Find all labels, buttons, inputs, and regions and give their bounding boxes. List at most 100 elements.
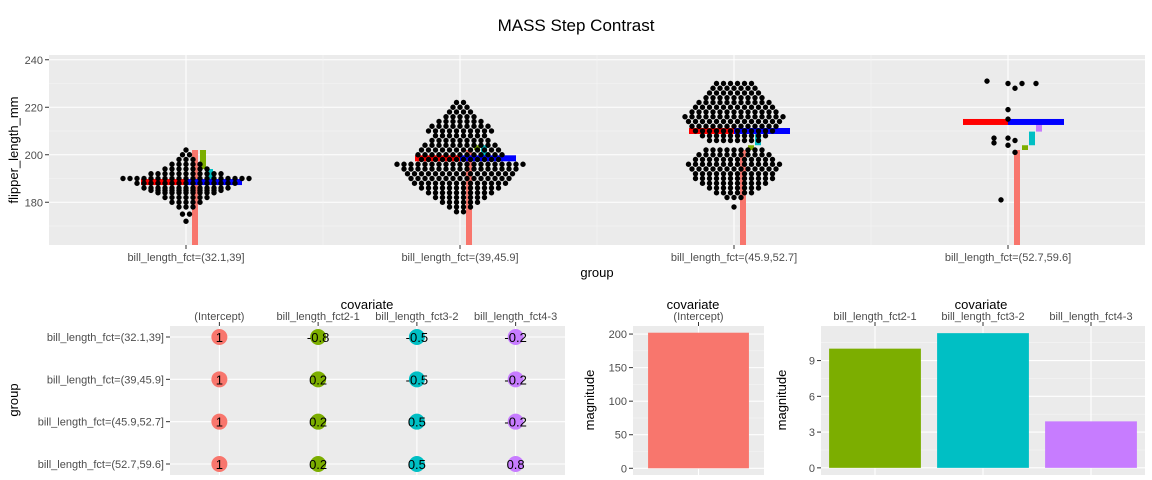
data-point [464, 123, 470, 129]
data-point [752, 114, 758, 120]
data-point [436, 161, 442, 167]
data-point [443, 114, 449, 120]
data-point [710, 99, 716, 106]
data-point [204, 171, 210, 177]
data-point [443, 166, 449, 172]
data-point [759, 152, 765, 158]
data-point [418, 147, 425, 153]
data-point [720, 156, 727, 163]
data-point [450, 123, 456, 129]
data-point [717, 147, 723, 153]
data-point [752, 109, 758, 115]
data-point [446, 156, 453, 163]
data-point [727, 180, 734, 186]
data-point [169, 175, 175, 182]
data-point [495, 171, 502, 177]
data-point [520, 161, 526, 167]
data-point [713, 185, 720, 191]
data-point [429, 142, 435, 148]
data-point [453, 147, 460, 153]
data-point [162, 194, 168, 201]
data-point [481, 190, 488, 196]
data-point [1012, 85, 1018, 91]
top-y-axis-title: flipper_length_mm [6, 97, 21, 204]
data-point [457, 104, 463, 110]
data-point [724, 109, 730, 115]
data-point [748, 156, 755, 163]
data-point [703, 166, 709, 172]
data-point [446, 147, 453, 153]
data-point [453, 185, 460, 191]
data-point [432, 147, 439, 153]
data-point [752, 152, 758, 158]
data-point [488, 128, 495, 134]
data-point [464, 114, 470, 120]
data-point [211, 171, 217, 177]
data-point [706, 185, 713, 191]
data-point [720, 190, 727, 196]
data-point [443, 152, 449, 158]
data-point [713, 156, 720, 163]
data-point [176, 175, 182, 182]
data-point [724, 194, 730, 201]
data-point [713, 175, 720, 182]
group-mean-right [1008, 118, 1064, 125]
data-point [991, 135, 997, 141]
data-point [204, 180, 210, 186]
data-point [710, 123, 716, 129]
data-point [734, 104, 741, 110]
data-point [710, 114, 716, 120]
data-point [738, 194, 744, 201]
data-point [692, 128, 699, 134]
step-contrast-segment [207, 169, 213, 183]
data-point [453, 171, 460, 177]
matrix-cell-label: 0.2 [309, 372, 327, 387]
data-point [727, 133, 734, 139]
data-point [429, 137, 435, 144]
data-point [446, 194, 453, 201]
group-mean-left [963, 118, 1008, 125]
data-point [769, 175, 776, 182]
data-point [204, 175, 210, 182]
matrix-cell-label: -0.2 [504, 330, 526, 345]
data-point [741, 171, 748, 177]
data-point [186, 152, 193, 158]
data-point [727, 156, 734, 163]
data-point [762, 156, 769, 163]
data-point [776, 161, 783, 167]
data-point [727, 171, 734, 177]
matrix-cell-label: 1 [216, 330, 223, 345]
data-point [169, 185, 175, 191]
data-point [692, 156, 699, 163]
data-point [769, 118, 776, 125]
data-point [724, 99, 730, 106]
data-point [460, 147, 467, 153]
data-point [471, 161, 477, 167]
data-point [755, 104, 762, 110]
data-point [769, 104, 776, 110]
data-point [450, 175, 456, 182]
matrix-cell-dot [310, 371, 327, 388]
data-point [460, 171, 467, 177]
data-point [436, 137, 442, 144]
data-point [169, 166, 175, 172]
data-point [176, 171, 182, 177]
data-point [418, 185, 425, 191]
data-point [773, 114, 779, 120]
data-point [232, 180, 238, 186]
contrast-category-label: bill_length_fct4-3 [1049, 311, 1132, 323]
matrix-cell-label: 0.5 [408, 415, 426, 430]
data-point [183, 175, 189, 182]
data-point [183, 218, 189, 224]
data-point [411, 180, 418, 186]
data-point [411, 171, 418, 177]
data-point [488, 185, 495, 191]
data-point [689, 166, 695, 172]
data-point [204, 166, 210, 172]
intercept-y-tick-label: 150 [609, 363, 627, 375]
data-point [731, 194, 737, 201]
data-point [745, 85, 751, 91]
data-point [439, 199, 446, 205]
data-point [720, 137, 727, 144]
data-point [720, 171, 727, 177]
